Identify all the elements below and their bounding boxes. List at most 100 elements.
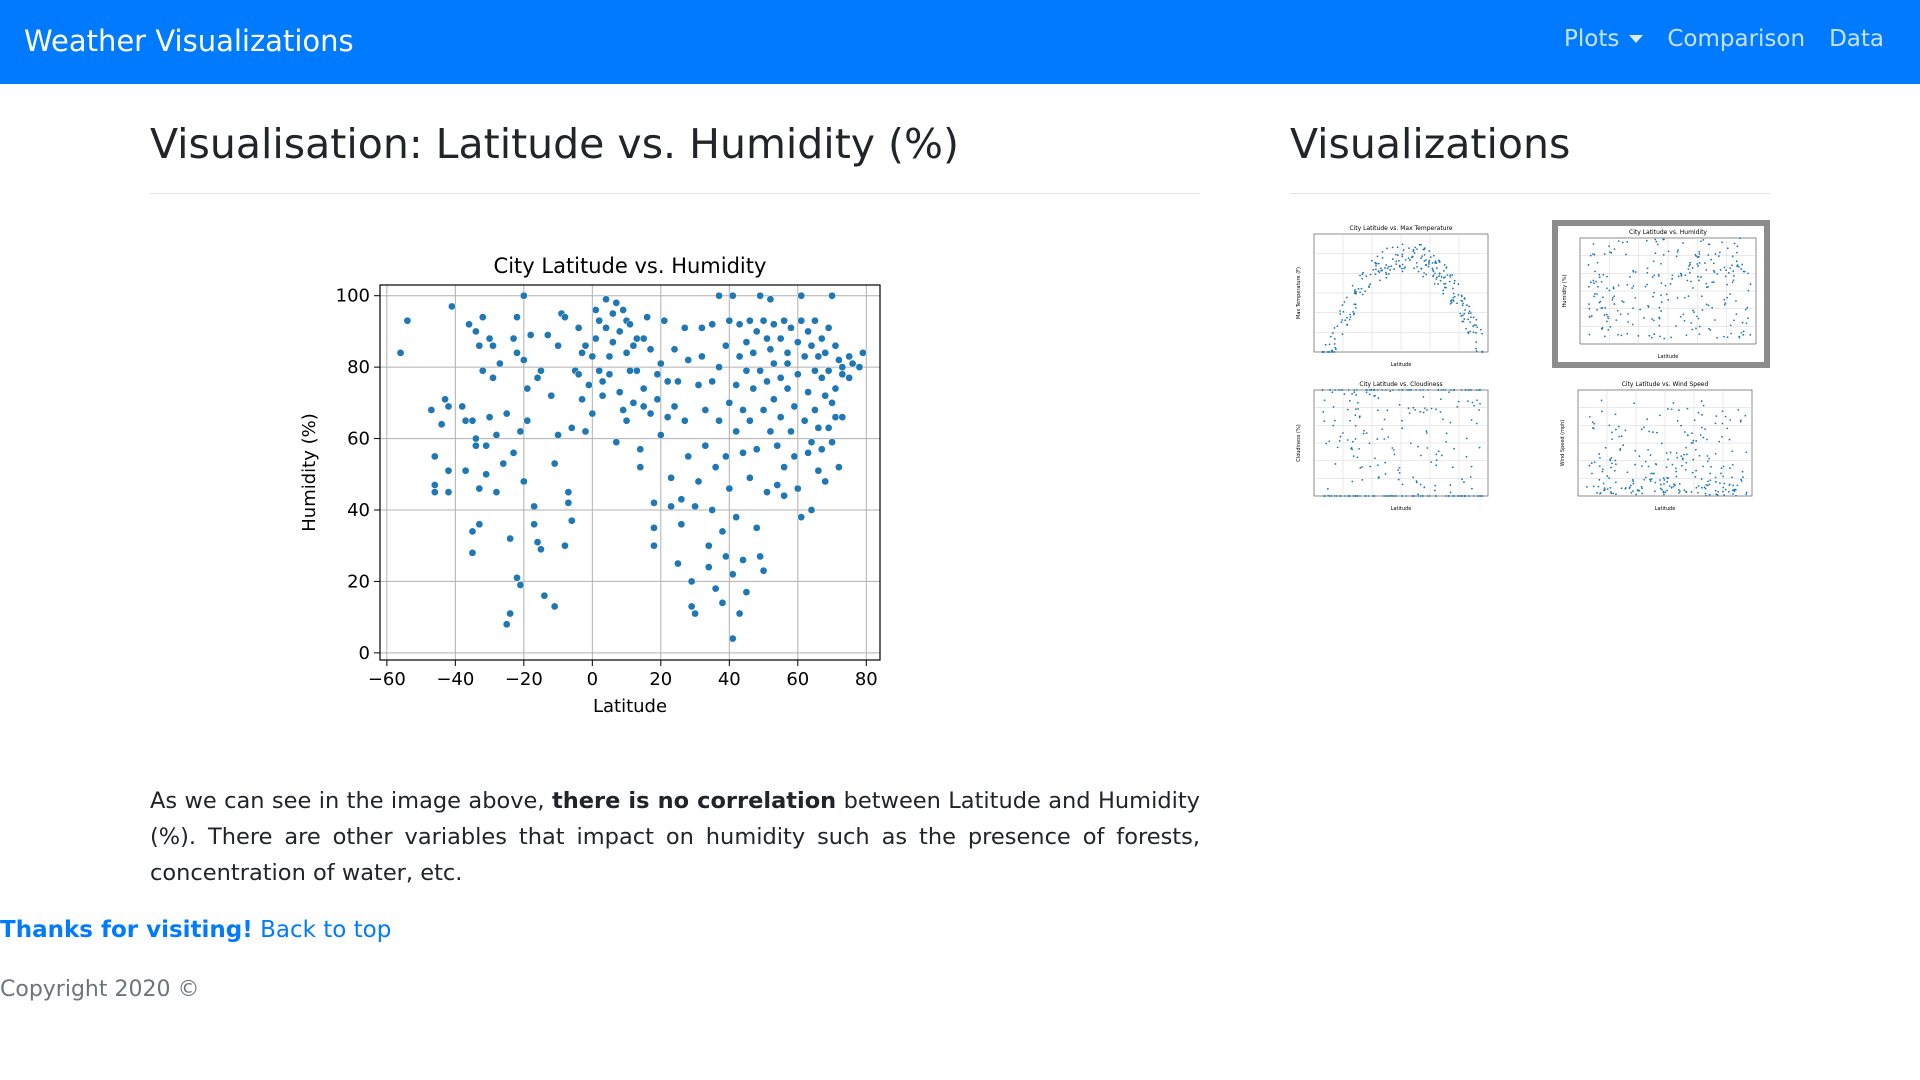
data-point <box>722 552 730 561</box>
thumb-point <box>1459 312 1462 315</box>
thumb-point <box>1339 495 1341 497</box>
thumb-point <box>1665 293 1668 296</box>
data-point <box>749 349 758 357</box>
thumb-point <box>1398 403 1401 406</box>
nav-plots-dropdown[interactable]: Plots <box>1564 26 1644 52</box>
data-point <box>461 416 470 425</box>
data-point <box>722 341 730 350</box>
thumb-point <box>1391 447 1394 449</box>
y-tick-label: 20 <box>347 571 370 592</box>
thumb-point <box>1641 465 1643 468</box>
data-point <box>519 291 528 300</box>
thumb-point <box>1359 291 1362 294</box>
thumb-point <box>1468 495 1471 497</box>
data-point <box>698 324 706 332</box>
thumb-point <box>1459 495 1461 497</box>
thumb-point <box>1704 487 1707 490</box>
thumb-point <box>1457 283 1460 286</box>
thumb-point <box>1691 471 1694 474</box>
thumb-point <box>1686 407 1689 410</box>
data-point <box>752 327 761 336</box>
data-point <box>687 577 696 586</box>
thumb-point <box>1672 485 1675 488</box>
data-point <box>684 452 693 461</box>
thumb-point <box>1717 490 1720 493</box>
thumbnail-humidity[interactable]: City Latitude vs. Humidity Latitude Humidi… <box>1552 220 1770 368</box>
thumb-point <box>1617 333 1619 336</box>
data-point <box>554 341 562 350</box>
thumb-point <box>1426 447 1429 449</box>
data-point <box>653 395 662 404</box>
thumb-point <box>1341 304 1344 306</box>
data-point <box>561 313 569 321</box>
thumb-point <box>1695 315 1698 318</box>
thumb-point <box>1634 463 1636 466</box>
thumbnail-max-temperature[interactable]: City Latitude vs. Max Temperature Latitud… <box>1292 222 1496 370</box>
data-point <box>622 349 631 357</box>
thumb-point <box>1333 495 1336 497</box>
data-point <box>687 602 696 611</box>
data-point <box>855 363 864 371</box>
data-point <box>660 316 669 325</box>
thumb-point <box>1423 260 1426 263</box>
thumb-point <box>1708 457 1710 460</box>
thumb-point <box>1467 318 1470 321</box>
thumb-point <box>1419 410 1422 413</box>
thumb-point <box>1427 261 1430 264</box>
thumb-point <box>1613 303 1616 305</box>
y-tick-label: 100 <box>336 286 370 307</box>
thumb-point <box>1720 472 1722 475</box>
thumb-point <box>1596 308 1598 311</box>
thumb-point <box>1629 276 1631 278</box>
thumb-point <box>1644 476 1647 479</box>
thumb-point <box>1602 273 1605 276</box>
thumb-point <box>1409 442 1412 445</box>
data-point <box>749 384 758 393</box>
brand-link[interactable]: Weather Visualizations <box>24 24 354 58</box>
thumb-point <box>1632 490 1634 493</box>
thumb-point <box>1688 265 1690 267</box>
thumb-point <box>1381 389 1384 391</box>
thumb-point <box>1354 408 1357 411</box>
data-point <box>845 374 854 382</box>
data-point <box>776 374 785 382</box>
nav-data-link[interactable]: Data <box>1829 26 1884 52</box>
thumb-point <box>1714 253 1717 255</box>
thumb-point <box>1722 475 1725 478</box>
thumb-point <box>1698 325 1701 328</box>
thumb-point <box>1372 495 1375 497</box>
thumbnail-wind-speed[interactable]: City Latitude vs. Wind Speed Latitude Wind… <box>1556 378 1760 514</box>
thumb-point <box>1680 273 1683 276</box>
thumb-point <box>1615 493 1617 496</box>
data-point <box>680 324 689 332</box>
thumb-point <box>1339 313 1342 315</box>
data-point <box>543 331 552 339</box>
thumb-point <box>1634 450 1637 452</box>
data-point <box>797 291 806 300</box>
thumb-point <box>1478 409 1480 411</box>
x-axis-label: Latitude <box>593 696 667 717</box>
thumb-point <box>1650 478 1653 480</box>
thumb-point <box>1374 394 1376 397</box>
data-point <box>561 541 569 550</box>
thumb-point <box>1677 488 1680 491</box>
thumb-point <box>1381 251 1384 253</box>
data-point <box>523 384 532 393</box>
thumb-point <box>1400 267 1403 270</box>
thumb-point <box>1736 245 1739 248</box>
thumbnail-cloudiness[interactable]: City Latitude vs. Cloudiness Latitude Clou… <box>1292 378 1496 514</box>
thumb-point <box>1469 476 1472 478</box>
thumb-point <box>1351 480 1354 483</box>
thumb-point <box>1393 495 1396 497</box>
thumb-point <box>1461 304 1464 307</box>
thumb-point <box>1606 475 1609 477</box>
back-to-top-link[interactable]: Back to top <box>260 917 392 943</box>
thumb-point <box>1393 453 1396 456</box>
thumb-point <box>1390 265 1393 268</box>
thumb-point <box>1332 351 1334 353</box>
thumb-point <box>1632 482 1635 485</box>
thumb-title: City Latitude vs. Wind Speed <box>1622 381 1709 388</box>
thumb-point <box>1395 263 1398 265</box>
nav-comparison-link[interactable]: Comparison <box>1667 26 1806 52</box>
data-point <box>643 313 651 321</box>
